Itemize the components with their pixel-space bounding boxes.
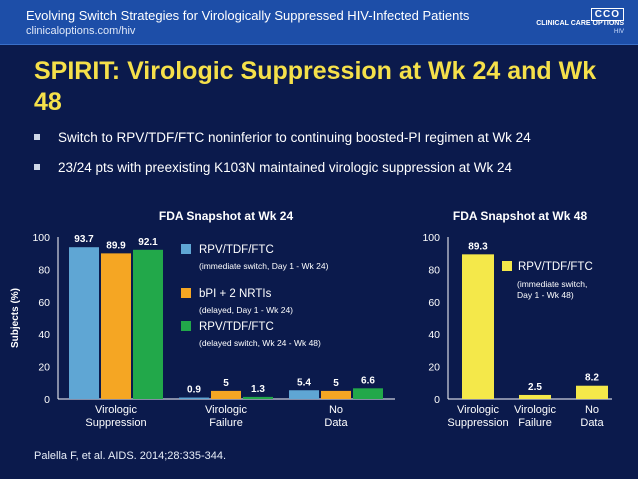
x-category-label: Suppression <box>85 417 146 429</box>
x-category-label: Data <box>324 417 348 429</box>
y-tick-label: 80 <box>38 264 50 276</box>
bar <box>101 253 131 399</box>
legend-sublabel: (immediate switch, <box>517 279 587 289</box>
y-tick-label: 0 <box>44 394 50 406</box>
legend-label: RPV/TDF/FTC <box>199 321 274 333</box>
bar <box>211 390 241 399</box>
bullet-text: 23/24 pts with preexisting K103N maintai… <box>58 160 512 175</box>
legend-sublabel: (delayed switch, Wk 24 - Wk 48) <box>199 338 321 348</box>
y-tick-label: 20 <box>428 362 440 374</box>
legend-sublabel: (immediate switch, Day 1 - Wk 24) <box>199 261 329 271</box>
bar-value-label: 5.4 <box>297 377 311 388</box>
bar-value-label: 5 <box>223 378 229 389</box>
bar-value-label: 6.6 <box>361 375 375 386</box>
legend-label: RPV/TDF/FTC <box>199 244 274 256</box>
bullet-square-icon <box>34 134 40 140</box>
bar <box>133 249 163 399</box>
y-tick-label: 0 <box>434 394 440 406</box>
x-category-label: Virologic <box>95 404 137 416</box>
y-tick-label: 20 <box>38 362 50 374</box>
slide-title: SPIRIT: Virologic Suppression at Wk 24 a… <box>34 57 597 116</box>
header-title: Evolving Switch Strategies for Virologic… <box>26 8 470 23</box>
chart-title: FDA Snapshot at Wk 24 <box>159 209 294 223</box>
logo-name: CLINICAL CARE OPTIONS <box>536 20 624 27</box>
y-tick-label: 40 <box>428 329 440 341</box>
legend-sublabel: Day 1 - Wk 48) <box>517 290 574 300</box>
header-bar: Evolving Switch Strategies for Virologic… <box>0 0 638 45</box>
bar <box>69 247 99 399</box>
bar-value-label: 89.9 <box>106 240 126 251</box>
x-category-label: Suppression <box>447 417 508 429</box>
bar-value-label: 5 <box>333 378 339 389</box>
bar <box>179 397 209 399</box>
x-category-label: Virologic <box>205 404 247 416</box>
legend-swatch <box>181 244 191 254</box>
y-tick-label: 100 <box>32 232 50 244</box>
bullet-text: Switch to RPV/TDF/FTC noninferior to con… <box>58 130 531 145</box>
y-tick-label: 40 <box>38 329 50 341</box>
bullet-item: Switch to RPV/TDF/FTC noninferior to con… <box>32 128 632 158</box>
cco-logo: CCO CLINICAL CARE OPTIONS HIV <box>528 8 628 36</box>
x-category-label: Virologic <box>457 404 499 416</box>
x-category-label: No <box>585 404 599 416</box>
bar-value-label: 92.1 <box>138 237 158 248</box>
citation: Palella F, et al. AIDS. 2014;28:335-344. <box>34 450 227 462</box>
legend-swatch <box>181 288 191 298</box>
bar <box>353 388 383 399</box>
logo-mark: CCO <box>590 8 624 21</box>
x-category-label: Data <box>580 417 604 429</box>
header-url[interactable]: clinicaloptions.com/hiv <box>26 25 136 37</box>
bullet-item: 23/24 pts with preexisting K103N maintai… <box>32 158 632 188</box>
legend-sublabel: (delayed, Day 1 - Wk 24) <box>199 305 293 315</box>
y-tick-label: 60 <box>38 297 50 309</box>
y-tick-label: 80 <box>428 264 440 276</box>
y-axis-label: Subjects (%) <box>10 288 21 348</box>
bar <box>321 390 351 399</box>
bar <box>289 390 319 399</box>
bar-value-label: 0.9 <box>187 385 201 396</box>
bar <box>462 254 494 399</box>
bar-value-label: 93.7 <box>74 234 94 245</box>
x-category-label: Failure <box>209 417 243 429</box>
legend-swatch <box>502 261 512 271</box>
charts-area: FDA Snapshot at Wk 24 0 20 40 60 80 100 Subject… <box>10 209 612 429</box>
chart-title: FDA Snapshot at Wk 48 <box>453 209 588 223</box>
bar <box>576 385 608 399</box>
y-tick-label: 60 <box>428 297 440 309</box>
x-category-label: Virologic <box>514 404 556 416</box>
x-category-label: No <box>329 404 343 416</box>
bar <box>519 394 551 399</box>
bar-value-label: 1.3 <box>251 384 265 395</box>
legend-label: RPV/TDF/FTC <box>518 261 593 273</box>
bullet-list: Switch to RPV/TDF/FTC noninferior to con… <box>32 128 632 188</box>
bullet-square-icon <box>34 164 40 170</box>
bar-value-label: 89.3 <box>468 241 488 252</box>
logo-sub: HIV <box>613 29 624 35</box>
x-category-label: Failure <box>518 417 552 429</box>
bar <box>243 396 273 399</box>
y-tick-label: 100 <box>422 232 440 244</box>
bar-value-label: 2.5 <box>528 382 542 393</box>
legend-swatch <box>181 321 191 331</box>
bar-value-label: 8.2 <box>585 373 599 384</box>
legend-label: bPI + 2 NRTIs <box>199 288 272 300</box>
